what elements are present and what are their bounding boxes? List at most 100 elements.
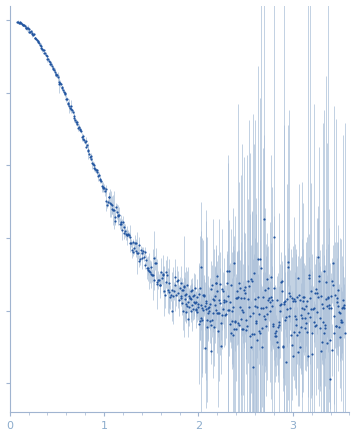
Point — [320, 319, 326, 326]
Point — [330, 282, 336, 289]
Point — [333, 323, 338, 329]
Point — [168, 291, 174, 298]
Point — [92, 165, 98, 172]
Point — [212, 292, 218, 299]
Point — [155, 277, 161, 284]
Point — [62, 91, 68, 98]
Point — [162, 288, 167, 295]
Point — [336, 324, 342, 331]
Point — [339, 304, 345, 311]
Point — [185, 299, 191, 306]
Point — [323, 279, 329, 286]
Point — [294, 332, 300, 339]
Point — [150, 271, 156, 278]
Point — [184, 303, 190, 310]
Point — [316, 278, 322, 285]
Point — [279, 277, 285, 284]
Point — [140, 250, 145, 257]
Point — [216, 309, 222, 316]
Point — [231, 260, 237, 267]
Point — [288, 332, 294, 339]
Point — [310, 305, 316, 312]
Point — [188, 307, 193, 314]
Point — [283, 314, 289, 321]
Point — [297, 296, 303, 303]
Point — [139, 254, 144, 261]
Point — [213, 279, 219, 286]
Point — [288, 292, 293, 299]
Point — [295, 348, 301, 355]
Point — [163, 269, 169, 276]
Point — [158, 269, 164, 276]
Point — [329, 277, 335, 284]
Point — [158, 282, 163, 289]
Point — [261, 304, 266, 311]
Point — [225, 306, 230, 313]
Point — [337, 334, 343, 341]
Point — [108, 201, 114, 208]
Point — [227, 299, 233, 306]
Point — [65, 101, 70, 108]
Point — [272, 329, 278, 336]
Point — [282, 299, 287, 306]
Point — [121, 223, 127, 230]
Point — [201, 292, 207, 299]
Point — [214, 272, 220, 279]
Point — [245, 295, 251, 302]
Point — [331, 259, 336, 266]
Point — [296, 292, 302, 299]
Point — [42, 50, 48, 57]
Point — [186, 292, 192, 299]
Point — [293, 316, 299, 323]
Point — [249, 277, 255, 284]
Point — [207, 317, 213, 324]
Point — [104, 198, 109, 205]
Point — [29, 30, 34, 37]
Point — [198, 264, 204, 271]
Point — [78, 127, 84, 134]
Point — [48, 60, 53, 67]
Point — [180, 307, 186, 314]
Point — [113, 204, 119, 211]
Point — [118, 221, 124, 228]
Point — [165, 287, 171, 294]
Point — [226, 268, 231, 275]
Point — [256, 311, 262, 318]
Point — [340, 304, 345, 311]
Point — [326, 295, 331, 302]
Point — [317, 315, 323, 322]
Point — [192, 285, 198, 292]
Point — [283, 297, 288, 304]
Point — [152, 254, 157, 261]
Point — [233, 294, 239, 301]
Point — [183, 291, 189, 298]
Point — [221, 297, 227, 304]
Point — [98, 176, 103, 183]
Point — [142, 248, 148, 255]
Point — [113, 217, 118, 224]
Point — [190, 292, 196, 299]
Point — [248, 343, 254, 350]
Point — [53, 70, 58, 77]
Point — [235, 319, 241, 326]
Point — [37, 42, 43, 49]
Point — [193, 305, 199, 312]
Point — [319, 301, 324, 308]
Point — [287, 304, 293, 311]
Point — [254, 304, 260, 311]
Point — [253, 319, 258, 326]
Point — [75, 121, 80, 128]
Point — [339, 318, 344, 325]
Point — [278, 301, 284, 308]
Point — [98, 177, 104, 184]
Point — [152, 260, 158, 267]
Point — [157, 281, 163, 288]
Point — [35, 37, 40, 44]
Point — [120, 218, 126, 225]
Point — [131, 249, 136, 256]
Point — [304, 298, 310, 305]
Point — [291, 328, 297, 335]
Point — [172, 274, 178, 281]
Point — [253, 317, 259, 324]
Point — [175, 290, 181, 297]
